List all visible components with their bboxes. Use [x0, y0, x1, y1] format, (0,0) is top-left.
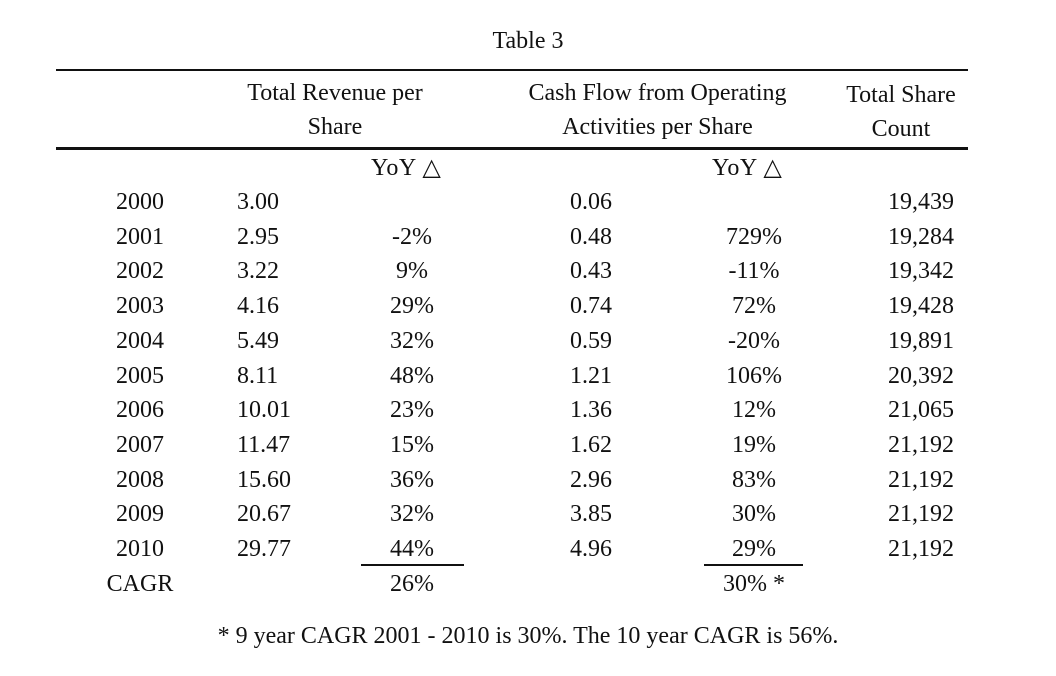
header-cashflow-line-2: Activities per Share — [562, 114, 753, 140]
row-cashflow-yoy: 72% — [732, 293, 776, 320]
row-cashflow: 0.59 — [570, 327, 612, 354]
table-row: 2006 10.01 23% 1.36 12% 21,065 — [0, 393, 1056, 428]
header-revenue-line-2: Share — [307, 114, 363, 140]
row-cashflow: 0.43 — [570, 258, 612, 285]
row-share-count: 19,284 — [888, 223, 954, 250]
row-year: 2005 — [116, 362, 164, 389]
table-row: 2000 3.00 0.06 19,439 — [0, 185, 1056, 220]
subheader-revenue-yoy: YoY △ — [371, 155, 442, 181]
header-rule — [56, 147, 968, 150]
row-share-count: 19,342 — [888, 258, 954, 285]
row-share-count: 21,192 — [888, 536, 954, 562]
row-revenue: 5.49 — [237, 327, 279, 354]
row-cashflow: 0.74 — [570, 293, 612, 320]
row-revenue-yoy: 48% — [390, 362, 434, 389]
row-revenue: 20.67 — [237, 501, 291, 528]
row-revenue-yoy: 9% — [396, 258, 428, 285]
row-cashflow: 1.36 — [570, 397, 612, 424]
row-share-count: 20,392 — [888, 362, 954, 389]
header-revenue: Total Revenue per Share — [205, 76, 465, 144]
header-shares-line-1: Total Share — [846, 82, 956, 108]
row-year: 2001 — [116, 223, 164, 250]
cashflow-sum-rule — [704, 564, 803, 566]
table-row: 2008 15.60 36% 2.96 83% 21,192 — [0, 463, 1056, 498]
cagr-revenue: 26% — [390, 571, 434, 597]
table-row: 2005 8.11 48% 1.21 106% 20,392 — [0, 359, 1056, 394]
row-revenue-yoy: 44% — [390, 536, 434, 562]
table-row: 2003 4.16 29% 0.74 72% 19,428 — [0, 289, 1056, 324]
row-revenue-yoy: 15% — [390, 431, 434, 458]
row-cashflow-yoy: 19% — [732, 431, 776, 458]
row-revenue: 3.00 — [237, 189, 279, 215]
table-row: 2001 2.95 -2% 0.48 729% 19,284 — [0, 220, 1056, 255]
table-row: 2004 5.49 32% 0.59 -20% 19,891 — [0, 324, 1056, 359]
row-cashflow-yoy: -20% — [728, 327, 780, 354]
row-year: 2002 — [116, 258, 164, 285]
row-revenue: 8.11 — [237, 362, 279, 389]
row-revenue: 3.22 — [237, 258, 279, 285]
revenue-sum-rule — [361, 564, 464, 566]
row-cashflow: 1.62 — [570, 431, 612, 458]
row-revenue-yoy: 36% — [390, 466, 434, 493]
row-revenue-yoy: 32% — [390, 501, 434, 528]
subheader-cashflow-yoy: YoY △ — [712, 155, 783, 181]
header-cashflow-line-1: Cash Flow from Operating — [528, 80, 787, 106]
row-revenue: 15.60 — [237, 466, 291, 493]
table-row: 2002 3.22 9% 0.43 -11% 19,342 — [0, 254, 1056, 289]
row-cashflow: 1.21 — [570, 362, 612, 389]
table-title: Table 3 — [492, 28, 564, 54]
row-share-count: 19,439 — [888, 189, 954, 215]
cagr-label: CAGR — [106, 571, 174, 597]
row-cashflow-yoy: -11% — [728, 258, 780, 285]
header-cashflow: Cash Flow from Operating Activities per … — [500, 76, 815, 144]
row-cashflow-yoy: 30% — [732, 501, 776, 528]
row-year: 2003 — [116, 293, 164, 320]
row-revenue: 29.77 — [237, 536, 291, 562]
row-cashflow-yoy: 12% — [732, 397, 776, 424]
row-cashflow: 4.96 — [570, 536, 612, 562]
row-cashflow: 3.85 — [570, 501, 612, 528]
row-revenue: 4.16 — [237, 293, 279, 320]
row-revenue: 2.95 — [237, 223, 279, 250]
row-revenue: 11.47 — [237, 431, 291, 458]
row-year: 2000 — [116, 189, 164, 215]
row-cashflow-yoy: 83% — [732, 466, 776, 493]
row-year: 2008 — [116, 466, 164, 493]
row-cashflow-yoy: 729% — [726, 223, 782, 250]
table-row: 2007 11.47 15% 1.62 19% 21,192 — [0, 428, 1056, 463]
row-cashflow-yoy: 29% — [732, 536, 776, 562]
row-share-count: 21,192 — [888, 431, 954, 458]
row-share-count: 21,192 — [888, 501, 954, 528]
row-cashflow: 0.06 — [570, 189, 612, 215]
table-row: 2010 29.77 44% 4.96 29% 21,192 — [0, 532, 1056, 567]
cagr-cashflow: 30% * — [723, 571, 785, 597]
row-revenue: 10.01 — [237, 397, 291, 424]
row-year: 2010 — [116, 536, 164, 562]
row-revenue-yoy: -2% — [392, 223, 432, 250]
row-revenue-yoy: 29% — [390, 293, 434, 320]
row-share-count: 21,065 — [888, 397, 954, 424]
header-shares-line-2: Count — [871, 116, 931, 142]
row-cashflow: 0.48 — [570, 223, 612, 250]
row-revenue-yoy: 23% — [390, 397, 434, 424]
row-share-count: 19,891 — [888, 327, 954, 354]
row-share-count: 19,428 — [888, 293, 954, 320]
footnote: * 9 year CAGR 2001 - 2010 is 30%. The 10… — [217, 623, 839, 649]
table-row: 2009 20.67 32% 3.85 30% 21,192 — [0, 497, 1056, 532]
row-share-count: 21,192 — [888, 466, 954, 493]
header-revenue-line-1: Total Revenue per — [247, 80, 423, 106]
top-rule — [56, 69, 968, 71]
row-year: 2009 — [116, 501, 164, 528]
row-cashflow-yoy: 106% — [726, 362, 782, 389]
cagr-row: CAGR 26% 30% * — [0, 567, 1056, 602]
header-shares: Total Share Count — [826, 78, 976, 146]
row-year: 2006 — [116, 397, 164, 424]
row-cashflow: 2.96 — [570, 466, 612, 493]
row-year: 2004 — [116, 327, 164, 354]
row-year: 2007 — [116, 431, 164, 458]
row-revenue-yoy: 32% — [390, 327, 434, 354]
